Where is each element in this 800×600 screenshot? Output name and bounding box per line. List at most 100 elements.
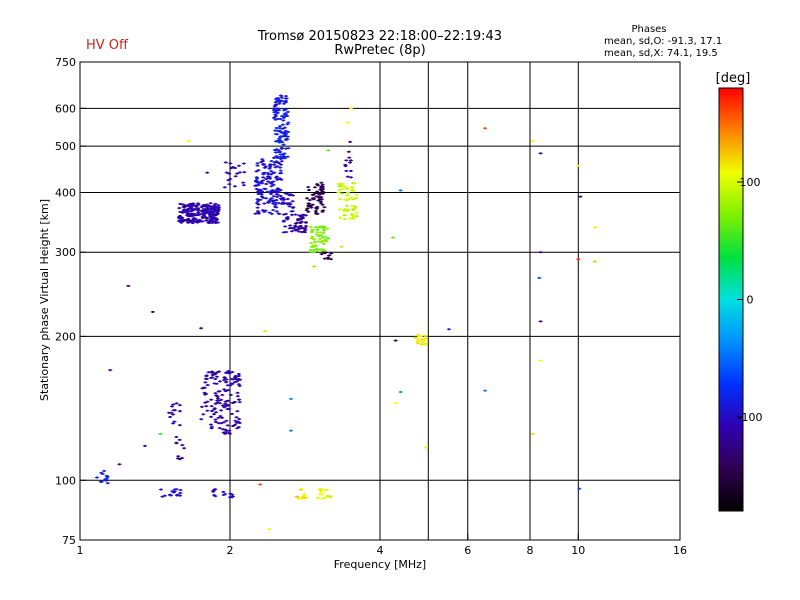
- data-point-arm: [274, 193, 279, 195]
- data-point-arm: [262, 203, 267, 205]
- data-point-arm: [352, 182, 357, 184]
- data-point: [212, 214, 217, 217]
- data-point: [236, 377, 241, 380]
- data-point-arm: [286, 122, 291, 124]
- data-point-arm: [318, 198, 323, 200]
- data-point-arm: [281, 119, 286, 121]
- data-point-arm: [303, 229, 308, 231]
- data-point-arm: [226, 404, 231, 406]
- data-point-arm: [279, 95, 284, 97]
- data-point-arm: [306, 211, 311, 213]
- data-point-arm: [321, 251, 326, 253]
- data-point-arm: [283, 213, 288, 215]
- data-point: [212, 407, 217, 410]
- data-point-arm: [225, 384, 230, 386]
- data-point: [286, 121, 291, 124]
- data-point: [273, 203, 278, 206]
- data-point-arm: [281, 231, 286, 233]
- data-point: [413, 336, 418, 339]
- data-point-arm: [215, 210, 220, 212]
- data-point-arm: [301, 214, 306, 216]
- data-point: [342, 214, 347, 217]
- data-point-arm: [318, 225, 323, 227]
- data-point-arm: [236, 421, 241, 423]
- data-point: [219, 398, 224, 401]
- data-point-arm: [323, 489, 328, 491]
- data-point-arm: [416, 334, 421, 336]
- data-point: [276, 162, 281, 165]
- data-point: [272, 190, 277, 193]
- data-point: [168, 415, 173, 418]
- data-point: [538, 359, 543, 362]
- data-point-arm: [177, 207, 182, 209]
- data-point: [179, 221, 184, 224]
- data-point: [102, 469, 107, 472]
- data-point-arm: [577, 488, 582, 490]
- data-point-arm: [205, 172, 210, 174]
- data-point: [304, 225, 309, 228]
- data-point: [261, 173, 266, 176]
- data-point-arm: [275, 165, 280, 167]
- data-point: [259, 193, 264, 196]
- data-point: [273, 101, 278, 104]
- data-point-arm: [318, 189, 323, 191]
- data-point: [318, 225, 323, 228]
- data-point: [226, 389, 231, 392]
- data-point-arm: [530, 433, 535, 435]
- data-point: [224, 432, 229, 435]
- data-point-arm: [352, 205, 357, 207]
- data-point: [237, 384, 242, 387]
- data-point: [277, 109, 282, 112]
- data-point: [314, 231, 319, 234]
- data-point: [227, 496, 232, 499]
- data-point: [279, 131, 284, 134]
- data-point-arm: [199, 220, 204, 222]
- data-point-arm: [318, 202, 323, 204]
- data-point: [339, 183, 344, 186]
- data-point: [189, 206, 194, 209]
- data-point-arm: [336, 192, 341, 194]
- data-point-arm: [327, 254, 332, 256]
- data-point: [280, 157, 285, 160]
- data-point-arm: [309, 231, 314, 233]
- data-point: [290, 227, 295, 230]
- data-point: [269, 197, 274, 200]
- data-point: [281, 196, 286, 199]
- data-point-arm: [196, 213, 201, 215]
- data-point-arm: [304, 197, 309, 199]
- data-point-arm: [221, 432, 226, 434]
- data-point: [289, 230, 294, 233]
- data-point-arm: [274, 149, 279, 151]
- data-point: [172, 409, 177, 412]
- data-point-arm: [349, 187, 354, 189]
- colorbar-tick-label: -100: [738, 411, 763, 424]
- x-tick-label: 6: [464, 544, 471, 557]
- data-point: [193, 204, 198, 207]
- data-point-arm: [284, 115, 289, 117]
- data-point-arm: [237, 171, 242, 173]
- data-point: [259, 161, 264, 164]
- data-point: [298, 488, 303, 491]
- data-point-arm: [212, 204, 217, 206]
- x-tick-label: 4: [377, 544, 384, 557]
- data-point-arm: [256, 211, 261, 213]
- data-point-arm: [225, 424, 230, 426]
- data-point: [268, 163, 273, 166]
- data-point: [194, 220, 199, 223]
- data-point: [213, 392, 218, 395]
- data-point: [320, 210, 325, 213]
- data-point-arm: [201, 387, 206, 389]
- data-point-arm: [320, 497, 325, 499]
- data-point-arm: [200, 387, 205, 389]
- data-point-arm: [415, 339, 420, 341]
- data-point: [299, 220, 304, 223]
- data-point-arm: [241, 184, 246, 186]
- data-point: [189, 210, 194, 213]
- data-point-arm: [213, 421, 218, 423]
- data-point-arm: [209, 416, 214, 418]
- data-point: [172, 490, 177, 493]
- data-point-arm: [260, 160, 265, 162]
- data-point: [262, 330, 267, 333]
- data-point: [317, 196, 322, 199]
- data-point: [337, 189, 342, 192]
